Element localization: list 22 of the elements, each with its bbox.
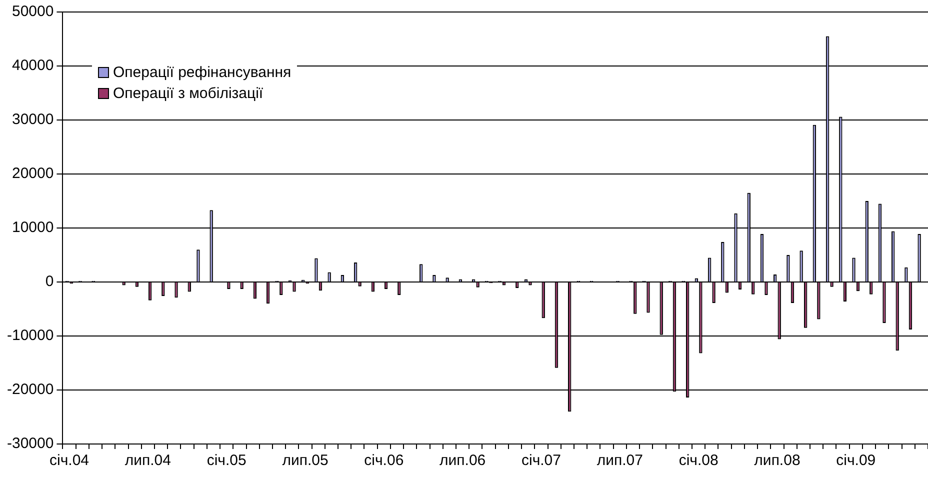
y-tick-label: 20000 — [12, 165, 54, 182]
legend-label: Операції рефінансування — [113, 64, 292, 81]
x-tick-label: січ.09 — [836, 452, 876, 470]
legend-label: Операції з мобілізації — [113, 85, 264, 102]
x-tick-label: січ.07 — [521, 452, 561, 470]
x-tick-label: лип.06 — [440, 452, 486, 470]
y-tick-label: 50000 — [12, 3, 54, 20]
y-tick-label: -20000 — [6, 381, 54, 398]
x-tick-label: лип.05 — [282, 452, 328, 470]
y-tick-label: 30000 — [12, 111, 54, 128]
x-tick-label: лип.07 — [596, 452, 643, 470]
y-tick-label: 0 — [45, 273, 54, 290]
x-tick-label: січ.06 — [364, 452, 404, 470]
x-tick-label: січ.08 — [678, 452, 718, 470]
x-tick-label: лип.04 — [124, 452, 171, 470]
y-tick-label: 40000 — [12, 57, 54, 74]
y-tick-label: -30000 — [6, 435, 54, 452]
y-tick-label: 10000 — [12, 219, 54, 236]
x-tick-label: січ.05 — [206, 452, 246, 470]
y-tick-label: -10000 — [6, 327, 54, 344]
x-tick-label: лип.08 — [754, 452, 800, 470]
x-tick-label: січ.04 — [50, 452, 90, 470]
